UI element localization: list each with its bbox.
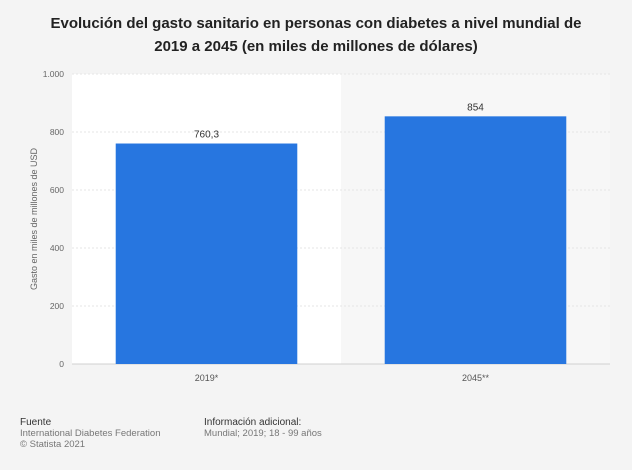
- copyright: © Statista 2021: [20, 439, 86, 450]
- bar[interactable]: [115, 143, 298, 364]
- y-tick-label: 800: [50, 127, 64, 137]
- y-tick-labels: 0 200 400 600 800 1.000: [43, 69, 65, 369]
- source-heading: Fuente: [20, 417, 52, 428]
- info-heading: Información adicional:: [204, 417, 302, 428]
- y-tick-label: 0: [59, 359, 64, 369]
- y-axis-label: Gasto en miles de millones de USD: [29, 147, 39, 290]
- bars: [115, 116, 567, 364]
- y-tick-label: 200: [50, 301, 64, 311]
- y-tick-label: 600: [50, 185, 64, 195]
- data-label: 760,3: [194, 130, 219, 141]
- y-tick-label: 400: [50, 243, 64, 253]
- x-tick-label: 2045**: [462, 373, 490, 383]
- y-tick-label: 1.000: [43, 69, 65, 79]
- x-tick-label: 2019*: [195, 373, 219, 383]
- source-name: International Diabetes Federation: [20, 428, 161, 439]
- info-block: Información adicional: Mundial; 2019; 18…: [204, 417, 322, 439]
- bar[interactable]: [384, 116, 567, 364]
- info-text: Mundial; 2019; 18 - 99 años: [204, 428, 322, 439]
- source-block: Fuente International Diabetes Federation…: [20, 417, 160, 450]
- data-label: 854: [467, 102, 484, 113]
- chart-title: Evolución del gasto sanitario en persona…: [50, 15, 582, 55]
- x-tick-labels: 2019* 2045**: [195, 373, 490, 383]
- data-labels: 760,3 854: [194, 102, 484, 140]
